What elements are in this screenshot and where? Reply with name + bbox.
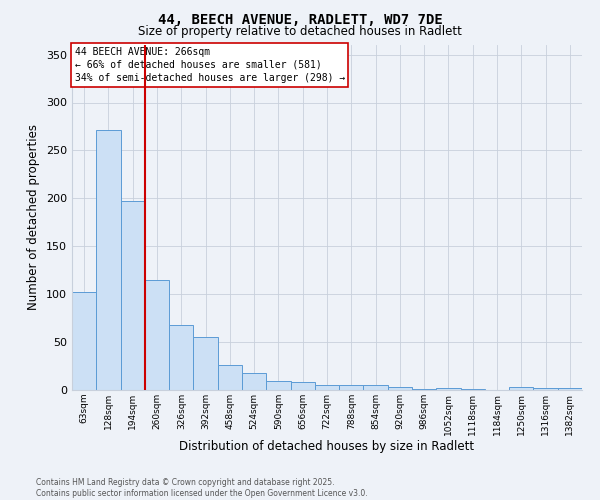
- Y-axis label: Number of detached properties: Number of detached properties: [28, 124, 40, 310]
- Bar: [242, 373, 266, 390]
- Bar: [121, 201, 145, 390]
- Bar: [533, 388, 558, 390]
- X-axis label: Distribution of detached houses by size in Radlett: Distribution of detached houses by size …: [179, 440, 475, 454]
- Bar: [412, 389, 436, 390]
- Text: Size of property relative to detached houses in Radlett: Size of property relative to detached ho…: [138, 25, 462, 38]
- Bar: [145, 280, 169, 390]
- Bar: [169, 325, 193, 390]
- Bar: [436, 388, 461, 390]
- Bar: [364, 385, 388, 390]
- Text: 44 BEECH AVENUE: 266sqm
← 66% of detached houses are smaller (581)
34% of semi-d: 44 BEECH AVENUE: 266sqm ← 66% of detache…: [74, 46, 345, 83]
- Bar: [461, 389, 485, 390]
- Bar: [315, 385, 339, 390]
- Bar: [509, 387, 533, 390]
- Bar: [218, 365, 242, 390]
- Bar: [72, 292, 96, 390]
- Bar: [558, 388, 582, 390]
- Bar: [388, 387, 412, 390]
- Text: 44, BEECH AVENUE, RADLETT, WD7 7DE: 44, BEECH AVENUE, RADLETT, WD7 7DE: [158, 12, 442, 26]
- Bar: [193, 338, 218, 390]
- Bar: [96, 130, 121, 390]
- Text: Contains HM Land Registry data © Crown copyright and database right 2025.
Contai: Contains HM Land Registry data © Crown c…: [36, 478, 368, 498]
- Bar: [290, 382, 315, 390]
- Bar: [339, 385, 364, 390]
- Bar: [266, 382, 290, 390]
